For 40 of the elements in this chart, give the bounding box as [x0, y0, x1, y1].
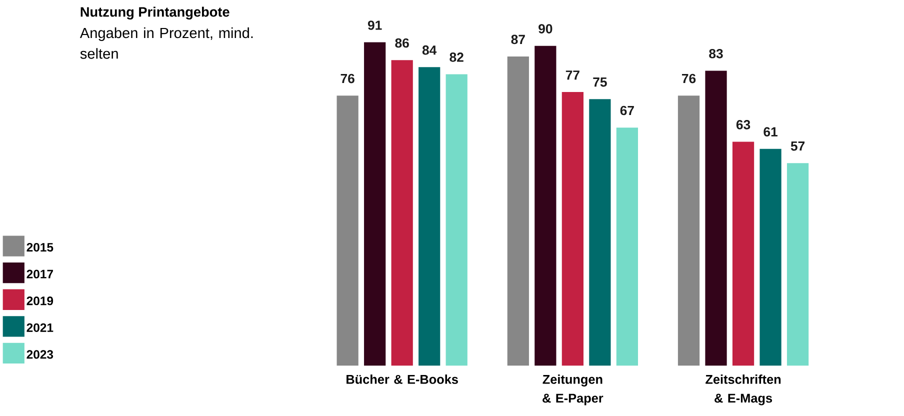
bar: [446, 74, 468, 366]
legend-label: 2017: [26, 270, 53, 278]
bar: [678, 95, 700, 366]
x-tick-label: Bücher & E-Books: [346, 374, 458, 384]
bar: [786, 162, 809, 366]
data-label: 90: [538, 24, 552, 34]
data-label: 87: [511, 34, 525, 44]
bar: [760, 148, 782, 366]
data-label: 83: [709, 48, 723, 58]
legend-label: 2019: [26, 296, 54, 306]
x-tick-label: Zeitungen & E-Paper: [542, 374, 604, 406]
data-label: 82: [450, 52, 464, 62]
data-label: 67: [620, 106, 634, 115]
data-label: 76: [340, 74, 354, 84]
data-label: 76: [682, 74, 696, 84]
text: Angaben in Prozent, mind. selten: [80, 27, 253, 59]
bar: [364, 42, 386, 366]
legend-label: 2021: [26, 323, 54, 332]
bar: [732, 142, 754, 366]
x-tick-label: Zeitschriften & E-Mags: [706, 374, 781, 406]
bar: [616, 127, 638, 366]
data-label: 86: [395, 38, 409, 48]
legend-label: 2015: [26, 242, 54, 252]
legend-label: 2023: [26, 350, 54, 359]
bar: [418, 66, 440, 366]
text: Nutzung Printangebote: [80, 6, 230, 20]
bar: [705, 70, 727, 366]
bar: [589, 98, 611, 366]
bar: [336, 95, 358, 366]
data-label: 63: [736, 120, 750, 130]
bar: [391, 60, 413, 366]
bar: [534, 46, 556, 366]
data-label: 77: [566, 70, 580, 80]
data-label: 57: [790, 141, 805, 151]
bar: [562, 92, 584, 366]
data-label: 61: [764, 126, 778, 136]
data-label: 84: [422, 45, 437, 55]
bar: [507, 56, 529, 366]
data-label: 75: [593, 77, 607, 87]
data-label: 91: [368, 20, 382, 30]
